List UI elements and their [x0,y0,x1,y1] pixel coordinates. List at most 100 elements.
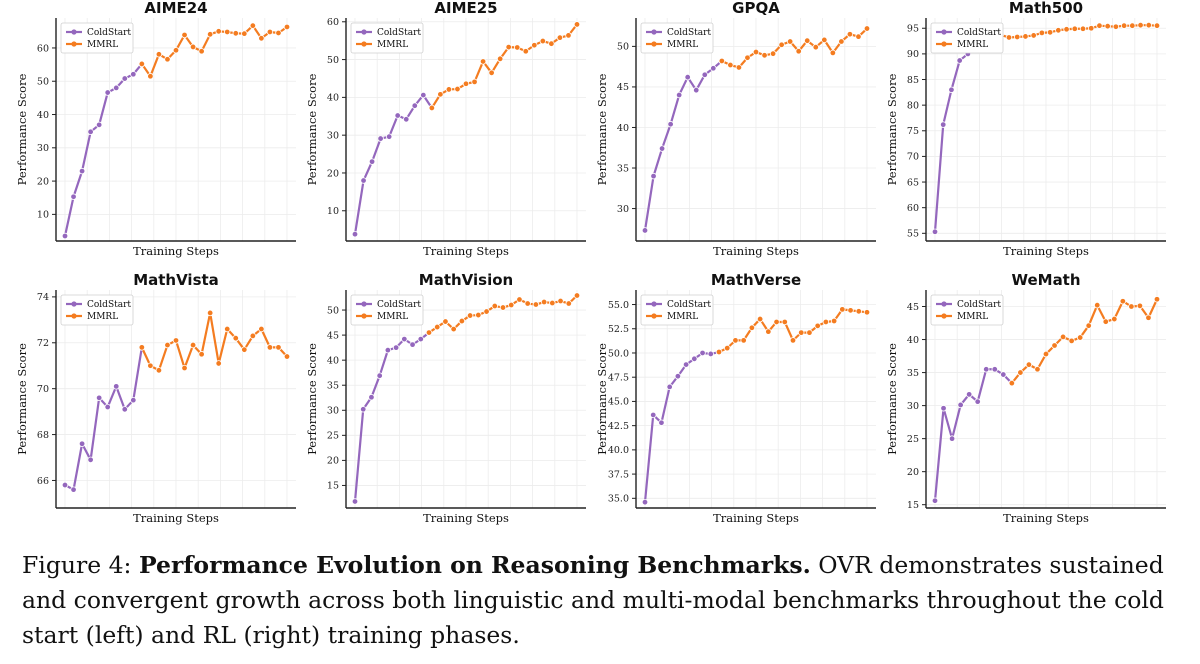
data-point-coldstart [376,372,383,379]
y-tick-label: 35.0 [608,494,629,505]
data-point-mmrl [458,317,466,325]
chart-panel-math500: 55 60 65 70 75 80 85 90 95 Math500 Training Steps P… [885,0,1166,258]
data-point-mmrl [428,104,436,112]
data-point-coldstart [420,91,427,99]
legend-label: MMRL [87,40,118,50]
data-point-coldstart [360,406,367,413]
y-tick-label: 30 [327,130,339,141]
data-point-mmrl [773,318,780,326]
legend-label: ColdStart [957,28,1001,38]
y-tick-label: 52.5 [608,324,629,335]
legend-label: MMRL [957,312,988,322]
chart-title: MathVista [133,271,219,289]
data-point-mmrl [715,348,723,356]
data-point-coldstart [956,57,963,64]
data-point-mmrl [846,31,854,38]
data-point-mmrl [806,329,813,336]
data-point-mmrl [1079,25,1087,32]
legend-marker [361,29,367,35]
data-point-coldstart [130,396,137,404]
data-point-coldstart [113,84,120,92]
data-point-mmrl [524,300,531,307]
y-tick-label: 20 [37,176,49,187]
data-point-coldstart [61,232,69,240]
data-point-coldstart [351,230,359,238]
data-point-coldstart [121,75,128,82]
y-tick-label: 66 [37,476,49,487]
y-tick-label: 60 [37,43,49,54]
legend: ColdStart MMRL [930,22,1004,54]
legend: ColdStart MMRL [930,294,1004,326]
data-point-coldstart [385,133,393,140]
data-point-mmrl [138,344,146,351]
data-point-coldstart [691,355,698,362]
data-point-coldstart [693,86,700,94]
data-point-mmrl [249,22,257,29]
x-axis-label: Training Steps [133,511,219,525]
y-tick-label: 80 [907,100,919,111]
data-point-mmrl [232,334,239,342]
data-point-coldstart [87,128,94,136]
y-tick-label: 60 [907,203,919,214]
data-point-mmrl [505,43,512,51]
chart-panel-aime25: 10 20 30 40 50 60 AIME25 Training Steps Performa… [305,0,586,258]
data-point-coldstart [95,121,103,129]
data-point-coldstart [674,373,682,380]
data-point-mmrl [724,344,731,352]
benchmark-chart-grid: 10 20 30 40 50 60 AIME24 Training Steps Performa… [15,0,1166,525]
data-point-mmrl [508,301,515,309]
legend: ColdStart MMRL [60,22,134,54]
data-point-mmrl [488,69,495,77]
y-axis-label: Performance Score [595,343,609,455]
series-line-coldstart [63,63,143,237]
data-point-mmrl [1034,366,1041,373]
chart-panel-gpqa: 30 35 40 45 50 GPQA Training Steps Performance … [595,0,876,258]
legend-label: ColdStart [667,28,711,38]
data-point-coldstart [667,121,674,128]
data-point-mmrl [155,51,163,58]
data-point-mmrl [266,344,274,351]
y-tick-label: 20 [327,168,339,179]
data-point-mmrl [198,351,205,358]
y-tick-label: 40 [617,123,629,134]
data-point-mmrl [735,64,743,71]
data-point-mmrl [830,317,838,325]
data-point-coldstart [78,167,86,175]
data-point-mmrl [765,328,772,335]
data-point-mmrl [1111,315,1118,323]
data-point-mmrl [1051,342,1058,349]
data-point-mmrl [445,86,453,93]
data-point-mmrl [189,43,197,51]
y-tick-label: 60 [327,17,339,28]
data-point-coldstart [710,65,717,72]
data-point-mmrl [479,58,487,65]
legend-label: ColdStart [377,300,421,310]
data-point-coldstart [675,91,683,99]
data-point-mmrl [1088,25,1095,32]
legend-label: ColdStart [377,28,421,38]
data-point-coldstart [931,228,939,235]
data-point-mmrl [1025,361,1033,368]
y-tick-label: 40 [907,335,919,346]
y-tick-label: 55 [907,229,919,240]
caption-body: OVR demonstrates sustained and convergen… [22,551,1164,649]
data-point-coldstart [1000,371,1007,378]
data-point-mmrl [450,325,457,333]
chart-panel-mathvision: 15 20 25 30 35 40 45 50 MathVision Training Steps… [305,271,586,525]
y-axis-label: Performance Score [15,343,29,455]
data-point-mmrl [1008,379,1016,387]
legend-marker [651,301,657,307]
data-point-mmrl [275,29,282,37]
data-point-coldstart [940,121,947,128]
y-tick-label: 45 [327,330,339,341]
data-point-mmrl [454,85,461,93]
data-point-coldstart [130,71,137,78]
data-point-mmrl [155,367,163,374]
chart-title: GPQA [732,0,780,17]
data-point-mmrl [442,318,449,325]
legend-label: ColdStart [957,300,1001,310]
data-point-mmrl [789,337,797,344]
legend-box [640,22,714,54]
data-point-mmrl [198,48,205,55]
data-point-mmrl [425,329,433,336]
